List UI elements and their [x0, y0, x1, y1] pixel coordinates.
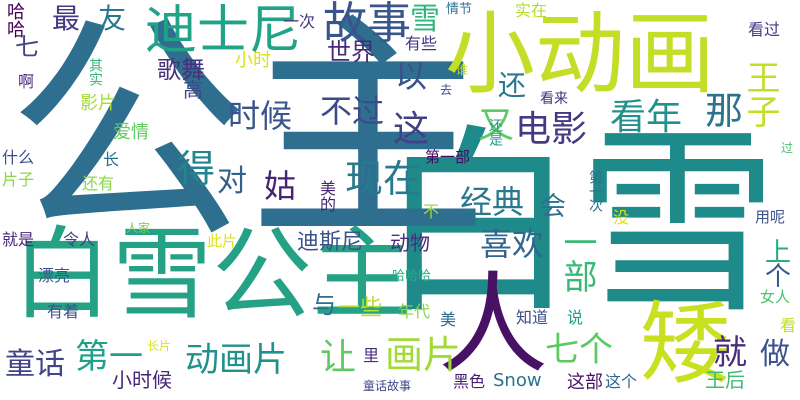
word: 漂亮: [38, 266, 71, 285]
word: 就是: [2, 230, 35, 249]
word: 小时: [235, 50, 271, 71]
word: 第一次: [587, 170, 603, 212]
word: 年代: [398, 302, 431, 321]
word: 人: [438, 261, 548, 389]
word: 世界: [327, 38, 375, 66]
word: 还: [498, 69, 527, 102]
word: 影片: [80, 93, 116, 114]
word: 去: [440, 83, 453, 97]
word: 王子: [740, 60, 780, 128]
word: 一部: [557, 225, 597, 293]
word: 上: [765, 238, 792, 268]
word: 与: [312, 291, 336, 319]
word: 此片: [207, 232, 238, 250]
word: 现在: [345, 157, 422, 201]
word: 过: [781, 141, 794, 155]
word: 王后: [705, 368, 745, 392]
word: 做: [760, 337, 790, 372]
word: 这: [393, 109, 430, 150]
word: 这部: [567, 372, 603, 393]
word: 情节: [446, 2, 473, 17]
word: 美的: [317, 180, 336, 212]
word: 故事: [323, 0, 411, 49]
word: 还是: [487, 118, 503, 146]
word: 啊: [18, 72, 35, 91]
word: 让: [320, 337, 357, 378]
word: 令人: [63, 230, 96, 249]
word: 美: [440, 310, 457, 329]
word: 人家: [126, 221, 151, 235]
word: 会: [540, 192, 567, 222]
word: 最: [52, 2, 81, 35]
word: Snow: [493, 370, 542, 391]
word: 还有: [82, 174, 115, 193]
word: 这个: [605, 372, 638, 391]
word: 黑色: [453, 372, 486, 391]
word: 知道: [516, 308, 549, 327]
word: 什么: [2, 148, 35, 167]
word: 动画片: [185, 340, 287, 380]
word: 矮: [640, 292, 730, 397]
word: 不: [423, 202, 440, 221]
word: 那: [705, 89, 744, 133]
word: 高: [183, 78, 203, 102]
word: 七: [15, 33, 39, 61]
word: 得: [177, 147, 216, 191]
word: 看: [780, 316, 797, 335]
word: 看过: [748, 20, 781, 39]
word: 片子: [2, 170, 35, 189]
word: 第一: [75, 337, 143, 377]
word: 以: [395, 57, 428, 95]
word: 没: [613, 208, 630, 227]
word: 白雪公主: [12, 216, 412, 333]
word: 小动画: [445, 2, 715, 107]
word: 里: [363, 346, 380, 365]
word: 有着: [47, 302, 80, 321]
word: 迪士尼: [145, 1, 302, 61]
word: 姑: [264, 167, 297, 205]
word: 时候: [228, 97, 293, 135]
word: 小时候: [112, 368, 172, 392]
word: 哈哈: [4, 2, 25, 38]
word: 长片: [147, 339, 172, 353]
word: 就: [713, 333, 747, 373]
word: 童话: [5, 347, 65, 382]
word: 七个: [545, 330, 613, 370]
word: 第一部: [425, 148, 471, 166]
word: 经典: [460, 183, 525, 221]
word: 个: [765, 262, 792, 292]
word: 看年: [610, 97, 683, 138]
word: 对: [217, 164, 247, 199]
word: 用呢: [755, 208, 786, 226]
word: 电影: [515, 109, 588, 150]
word: 爱情: [113, 122, 149, 143]
word: 公主: [8, 0, 489, 272]
word: 又: [478, 105, 515, 146]
word: 谁: [456, 63, 469, 77]
word: 动物: [390, 231, 430, 255]
word: 迪斯尼: [297, 230, 364, 255]
word: 歌舞: [157, 56, 205, 84]
word: 喜欢: [480, 225, 545, 263]
word: 实在: [515, 1, 548, 20]
word: 一次: [283, 12, 316, 31]
word: 雪: [410, 2, 440, 37]
word: 女人: [760, 288, 791, 306]
word: 白雪: [378, 108, 779, 341]
word: 不过: [320, 92, 385, 130]
word: 哈哈哈: [392, 269, 432, 284]
word: 有些: [405, 34, 438, 53]
word: 画片: [385, 333, 462, 377]
word: 说: [567, 308, 584, 327]
word: 童话故事: [363, 379, 412, 393]
word: 一些: [338, 296, 383, 321]
word: 长: [103, 150, 120, 169]
word: 友: [98, 2, 127, 35]
word: 看来: [540, 91, 568, 107]
word: 其实: [87, 58, 103, 86]
